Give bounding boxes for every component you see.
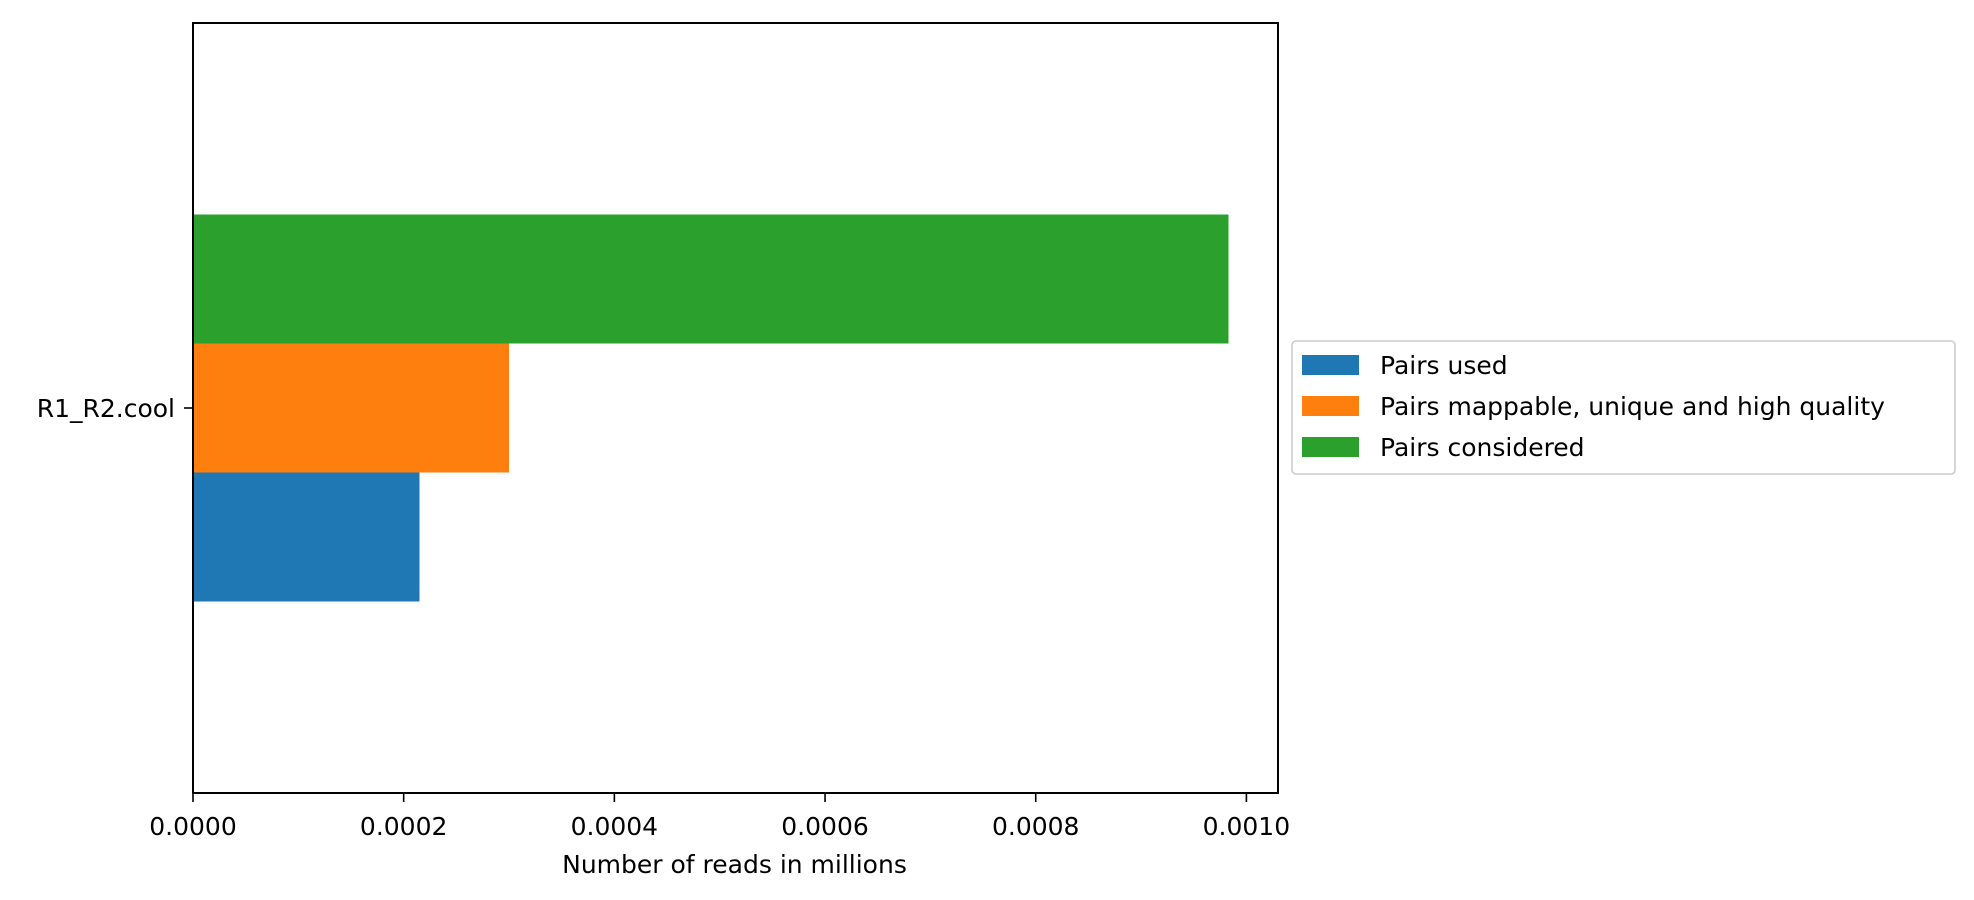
x-tick-label: 0.0010 — [1203, 812, 1290, 841]
plot-frame — [192, 22, 1279, 794]
y-axis-ticks: R1_R2.cool — [37, 394, 193, 423]
x-tick-label: 0.0006 — [781, 812, 868, 841]
legend-swatch — [1302, 437, 1359, 457]
bar-pairs-used — [193, 472, 420, 602]
x-tick-label: 0.0000 — [149, 812, 236, 841]
legend-entry-label: Pairs considered — [1380, 433, 1585, 462]
legend-swatch — [1302, 355, 1359, 375]
legend-swatch — [1302, 396, 1359, 416]
bar-pairs-considered — [193, 214, 1229, 344]
x-tick-label: 0.0002 — [360, 812, 447, 841]
y-tick-label: R1_R2.cool — [37, 394, 175, 423]
bars-group — [193, 214, 1229, 602]
x-axis-label: Number of reads in millions — [562, 850, 907, 879]
x-tick-label: 0.0008 — [992, 812, 1079, 841]
legend: Pairs used Pairs mappable, unique and hig… — [1291, 340, 1956, 475]
legend-frame — [1291, 340, 1956, 475]
bar-pairs-mappable-unique-and-high-quality — [193, 343, 510, 473]
x-tick-label: 0.0004 — [571, 812, 658, 841]
x-axis-ticks: 0.0000 0.0002 0.0004 0.0006 0.0008 0.0010 — [149, 793, 1290, 841]
legend-entry-label: Pairs mappable, unique and high quality — [1380, 392, 1885, 421]
legend-entry-label: Pairs used — [1380, 351, 1508, 380]
